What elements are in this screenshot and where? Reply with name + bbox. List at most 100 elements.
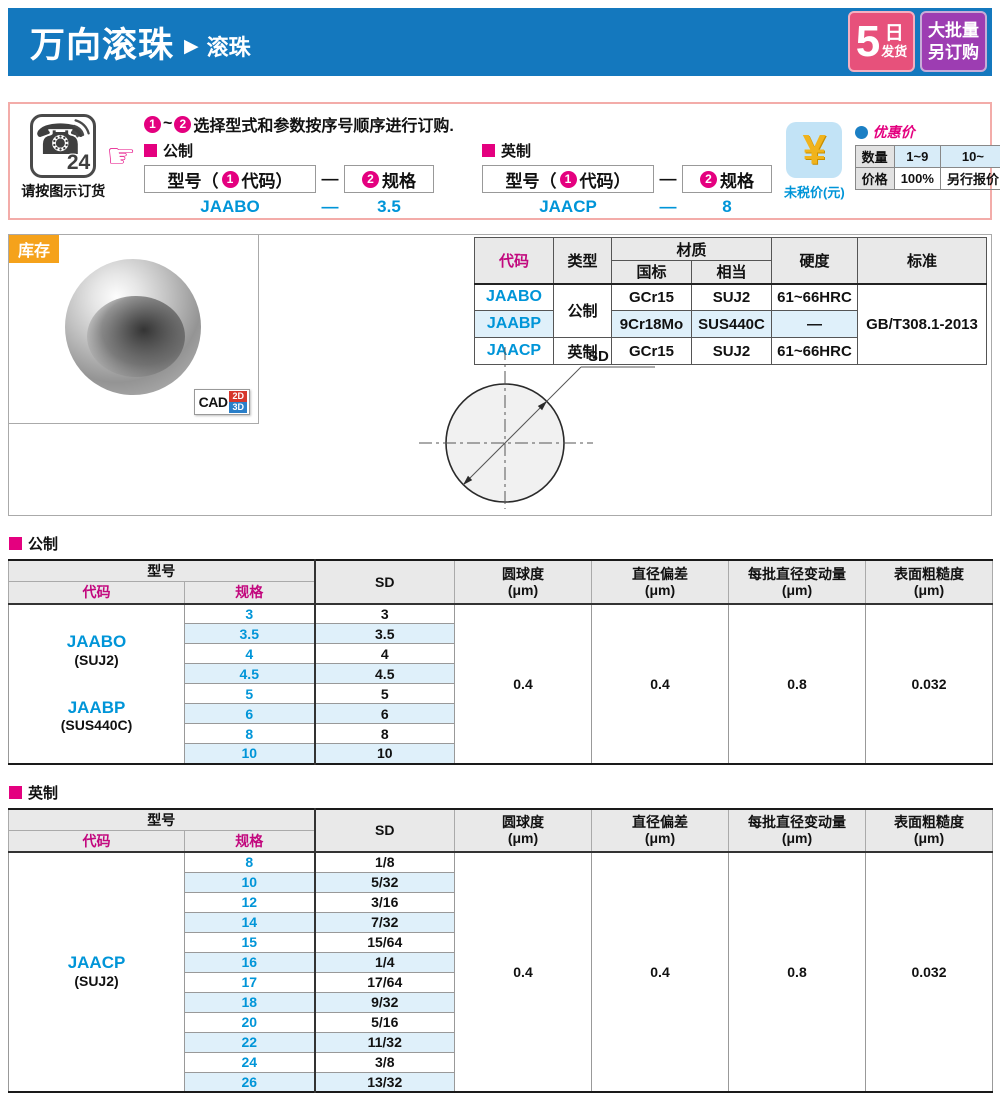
material-hardness: 61~66HRC xyxy=(771,337,858,365)
material-hardness: — xyxy=(771,310,858,338)
sd-value: 9/32 xyxy=(314,991,455,1013)
spec-value[interactable]: 22 xyxy=(184,1031,316,1053)
spec-value[interactable]: 24 xyxy=(184,1051,316,1073)
inch-spec-tbody: JAACP (SUJ2) 8 1/8 0.4 0.4 0.8 0.032 10 5/32 12 3/1… xyxy=(8,851,993,1093)
spec-value[interactable]: 12 xyxy=(184,891,316,913)
example-spec: 3.5 xyxy=(377,197,401,216)
price-info-area: ¥ 未税价(元) 优惠价 数量 1~9 10~ 价格 100% 另行报价 xyxy=(784,110,1000,214)
step-1-badge: 1 xyxy=(221,170,239,188)
example-model-code[interactable]: JAACP xyxy=(539,197,597,216)
order-instruction-text: 选择型式和参数按序号顺序进行订购. xyxy=(193,118,454,135)
batch-variation-value: 0.8 xyxy=(728,603,866,764)
spec-value[interactable]: 8 xyxy=(184,851,316,873)
pointing-hand-icon: ☞ xyxy=(106,137,136,174)
bulk-order-line1: 大批量 xyxy=(928,21,979,41)
yen-icon: ¥ xyxy=(786,122,843,178)
sphericity-value: 0.4 xyxy=(454,603,592,764)
batch-variation-value: 0.8 xyxy=(728,851,866,1093)
model-code-link[interactable]: JAABO xyxy=(66,632,127,652)
spec-value[interactable]: 6 xyxy=(184,703,316,724)
sd-value: 4.5 xyxy=(314,663,455,684)
model-code-link[interactable]: JAABP xyxy=(67,697,126,717)
model-material: (SUS440C) xyxy=(60,717,133,734)
spec-row: 3.5 3.5 xyxy=(9,623,993,644)
steel-ball-photo xyxy=(65,259,201,395)
magenta-square-icon xyxy=(9,537,22,550)
spec-value[interactable]: 5 xyxy=(184,683,316,704)
spec-row: 4.5 4.5 xyxy=(9,663,993,684)
spec-value[interactable]: 26 xyxy=(184,1071,316,1093)
unit-label: (μm) xyxy=(644,830,676,847)
example-model-code[interactable]: JAABO xyxy=(200,197,260,216)
spec-value[interactable]: 4.5 xyxy=(184,663,316,684)
cad-download-badge[interactable]: CAD 2D 3D xyxy=(193,389,250,415)
material-gb: GCr15 xyxy=(610,283,692,311)
spec-value[interactable]: 18 xyxy=(184,991,316,1013)
page-title: 万向滚珠 xyxy=(30,25,175,65)
metric-label-text: 公制 xyxy=(163,143,194,160)
spec-row: JAACP (SUJ2) 8 1/8 0.4 0.4 0.8 0.032 xyxy=(8,851,993,1093)
delivery-ship-label: 发货 xyxy=(881,43,908,59)
pre-tax-price-caption: 未税价(元) xyxy=(784,185,845,200)
material-row: JAABP 9Cr18Mo SUS440C — xyxy=(473,310,986,338)
unit-label: (μm) xyxy=(644,581,676,598)
metric-example: JAABO — 3.5 xyxy=(144,197,446,217)
sphericity-title: 圆球度 xyxy=(502,565,544,582)
metric-order-column: 公制 型号（ 1 代码） — 2 规格 JAABO — xyxy=(144,140,446,217)
phone-order-caption: 请按图示订货 xyxy=(21,183,106,199)
sd-value: 13/32 xyxy=(314,1071,455,1093)
spec-value[interactable]: 16 xyxy=(184,951,316,973)
material-standard: GB/T308.1-2013 xyxy=(857,283,987,365)
step-2-badge: 2 xyxy=(362,170,379,188)
quantity-price-table: 数量 1~9 10~ 价格 100% 另行报价 xyxy=(854,145,1000,190)
step-1-badge: 1 xyxy=(559,170,577,188)
example-dash: — xyxy=(321,197,339,216)
spec-value[interactable]: 3.5 xyxy=(184,623,316,644)
model-code-link[interactable]: JAACP xyxy=(473,337,554,365)
signal-waves-icon xyxy=(71,119,90,138)
sd-header: SD xyxy=(314,808,455,853)
model-code-link[interactable]: JAACP xyxy=(67,953,126,973)
magenta-square-icon xyxy=(9,785,22,799)
spec-value[interactable]: 14 xyxy=(184,911,316,933)
roughness-value: 0.032 xyxy=(865,851,993,1093)
spec-row: 10 5/32 xyxy=(9,871,993,893)
sd-value: 8 xyxy=(314,723,455,744)
inch-spec-table: 型号 SD 圆球度 (μm) 直径偏差 (μm) 每批直径变动量 (μm) 表面… xyxy=(8,807,993,1093)
spec-value[interactable]: 17 xyxy=(184,971,316,993)
model-code-link[interactable]: JAABP xyxy=(473,310,554,338)
phone-24h-icon: ☎ 24 xyxy=(30,114,97,178)
roughness-value: 0.032 xyxy=(865,603,993,764)
roughness-title: 表面粗糙度 xyxy=(894,814,964,831)
batch-variation-header: 每批直径变动量 (μm) xyxy=(728,559,866,604)
spec-value[interactable]: 4 xyxy=(184,643,316,664)
inch-order-column: 英制 型号（ 1 代码） — 2 规格 JAACP — xyxy=(482,140,784,217)
spec-value[interactable]: 20 xyxy=(184,1011,316,1033)
order-instruction: 1 ~ 2 选择型式和参数按序号顺序进行订购. xyxy=(144,112,784,136)
code-cell: JAABO (SUJ2) JAABP (SUS440C) xyxy=(8,603,185,764)
inch-spec-box: 2 规格 xyxy=(682,165,772,193)
material-row: JAABO 公制 GCr15 SUJ2 61~66HRC GB/T308.1-2… xyxy=(473,283,987,365)
material-header-code: 代码 xyxy=(473,237,554,284)
sphericity-header: 圆球度 (μm) xyxy=(454,808,592,853)
spec-value[interactable]: 3 xyxy=(184,603,316,624)
metric-spec-table: 型号 SD 圆球度 (μm) 直径偏差 (μm) 每批直径变动量 (μm) 表面… xyxy=(8,559,993,765)
price-row: 价格 100% 另行报价 xyxy=(854,167,1000,190)
spec-value[interactable]: 15 xyxy=(184,931,316,953)
price-percent: 100% xyxy=(893,167,941,190)
model-code-link[interactable]: JAABO xyxy=(473,283,554,311)
spec-suffix: 规格 xyxy=(382,171,416,191)
product-overview-region: 库存 CAD 2D 3D 代码 类型 材质 硬度 标准 国标 相当 xyxy=(8,234,992,516)
unit-label: (μm) xyxy=(507,581,539,598)
cad-2d-label: 2D xyxy=(229,391,247,402)
spec-value[interactable]: 10 xyxy=(184,871,316,893)
material-spec-table: 代码 类型 材质 硬度 标准 国标 相当 JAABO 公制 GCr15 SUJ2… xyxy=(473,237,987,365)
tilde: ~ xyxy=(163,115,173,132)
bulk-order-line2: 另订购 xyxy=(928,42,979,62)
sd-value: 3 xyxy=(314,603,455,624)
model-prefix: 型号（ xyxy=(505,171,557,191)
deviation-title: 直径偏差 xyxy=(632,814,688,831)
spec-value[interactable]: 10 xyxy=(184,743,316,764)
spec-row: 18 9/32 xyxy=(9,991,993,1013)
spec-value[interactable]: 8 xyxy=(184,723,316,744)
